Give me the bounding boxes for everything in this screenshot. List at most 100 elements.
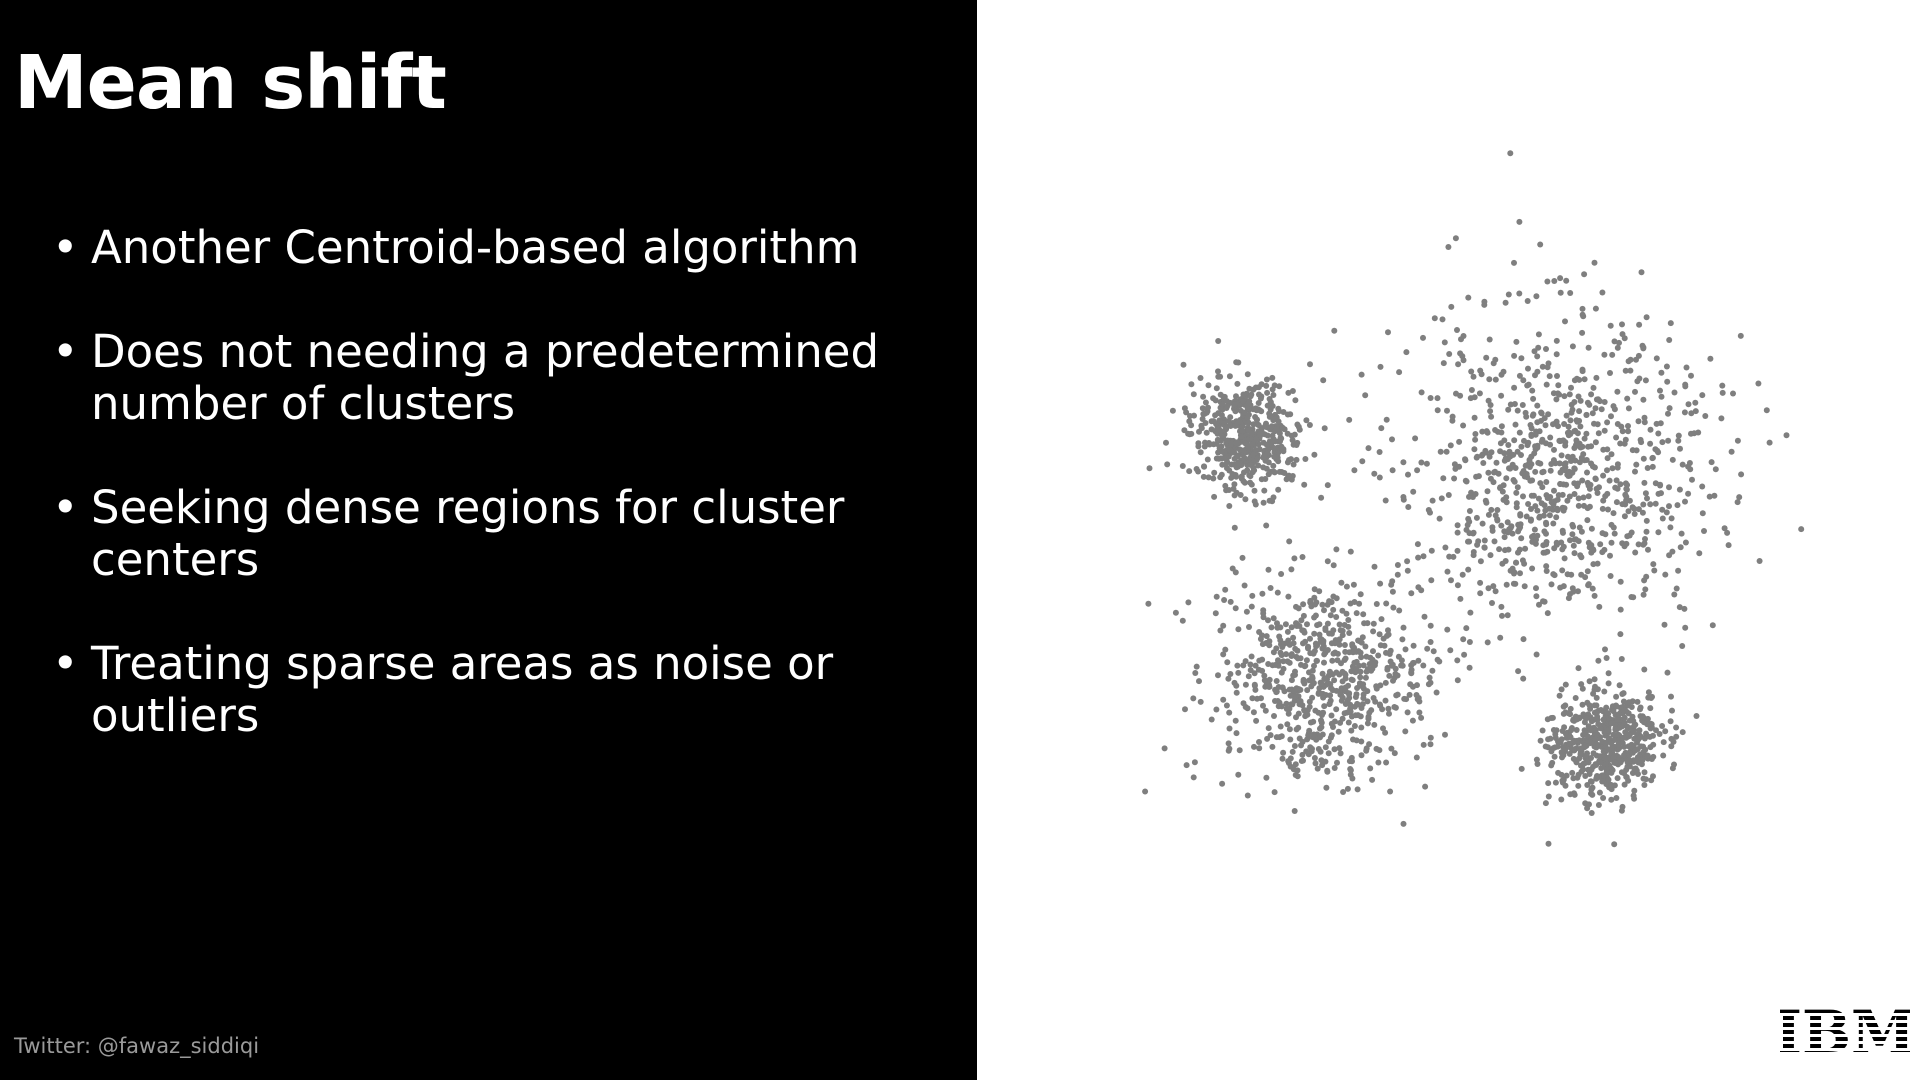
point	[1256, 657, 1263, 664]
point	[1611, 782, 1618, 789]
point	[1303, 657, 1310, 664]
point	[1249, 592, 1256, 599]
point	[1617, 606, 1624, 613]
point	[1586, 678, 1593, 685]
point	[1249, 695, 1256, 702]
point	[1585, 344, 1592, 351]
point	[1385, 631, 1392, 638]
point	[1529, 477, 1536, 484]
point	[1576, 459, 1583, 466]
point	[1560, 703, 1567, 710]
point	[1314, 657, 1320, 664]
point	[1318, 717, 1324, 724]
point	[1477, 367, 1484, 374]
point	[1219, 433, 1226, 439]
point	[1310, 680, 1317, 687]
point	[1415, 554, 1422, 561]
point	[1540, 468, 1547, 475]
point	[1371, 470, 1378, 477]
point	[1623, 540, 1630, 547]
point	[1563, 277, 1570, 284]
point	[1415, 584, 1422, 591]
point	[1501, 437, 1508, 444]
point	[1240, 447, 1247, 454]
point	[1719, 389, 1726, 396]
point	[1681, 409, 1688, 416]
point	[1454, 522, 1461, 529]
point	[1648, 756, 1655, 762]
point	[1264, 389, 1271, 396]
point	[1543, 539, 1550, 545]
point	[1658, 369, 1665, 376]
point	[1593, 709, 1600, 716]
point	[1400, 459, 1407, 466]
point	[1578, 454, 1585, 461]
point	[1447, 647, 1454, 654]
point	[1324, 558, 1331, 565]
point	[1607, 552, 1613, 559]
point	[1482, 447, 1489, 454]
point	[1345, 623, 1352, 630]
point	[1611, 841, 1618, 848]
point	[1262, 707, 1269, 714]
point	[1699, 483, 1706, 490]
point	[1245, 446, 1251, 453]
point	[1286, 726, 1293, 733]
point	[1212, 610, 1219, 617]
point	[1679, 643, 1686, 649]
point	[1586, 801, 1592, 808]
point	[1247, 473, 1254, 480]
point	[1265, 683, 1272, 690]
point	[1234, 439, 1241, 446]
point	[1330, 650, 1337, 657]
point	[1258, 476, 1265, 483]
point	[1589, 585, 1596, 592]
point	[1543, 530, 1549, 537]
point	[1318, 724, 1325, 731]
point	[1242, 681, 1249, 688]
point	[1195, 443, 1202, 450]
point	[1534, 761, 1541, 767]
point	[1396, 369, 1403, 376]
point	[1445, 492, 1452, 498]
point	[1592, 405, 1599, 412]
point	[1539, 363, 1546, 370]
point	[1370, 648, 1376, 655]
point	[1602, 740, 1609, 747]
point	[1255, 384, 1262, 391]
point	[1213, 706, 1220, 713]
point	[1620, 690, 1627, 697]
point	[1281, 470, 1288, 476]
point	[1682, 381, 1689, 388]
point	[1203, 429, 1210, 436]
point	[1191, 759, 1198, 766]
point	[1276, 437, 1283, 444]
point	[1554, 507, 1561, 514]
point	[1275, 657, 1281, 664]
point	[1462, 477, 1469, 484]
point	[1519, 557, 1526, 564]
point	[1264, 432, 1271, 439]
point	[1336, 641, 1343, 648]
point	[1662, 728, 1669, 735]
point	[1396, 607, 1403, 614]
point	[1331, 765, 1338, 771]
point	[1226, 487, 1232, 493]
point	[1416, 709, 1423, 716]
point	[1699, 510, 1706, 517]
point	[1226, 373, 1233, 380]
point	[1293, 456, 1300, 463]
point	[1555, 738, 1562, 745]
point	[1438, 495, 1445, 502]
point	[1284, 721, 1291, 728]
point	[1547, 467, 1554, 474]
point	[1245, 400, 1252, 407]
point	[1558, 771, 1565, 778]
point	[1452, 235, 1459, 242]
point	[1387, 647, 1394, 654]
point	[1515, 668, 1522, 675]
point	[1248, 653, 1255, 660]
point	[1591, 676, 1598, 683]
point	[1181, 405, 1188, 412]
point	[1328, 732, 1335, 739]
